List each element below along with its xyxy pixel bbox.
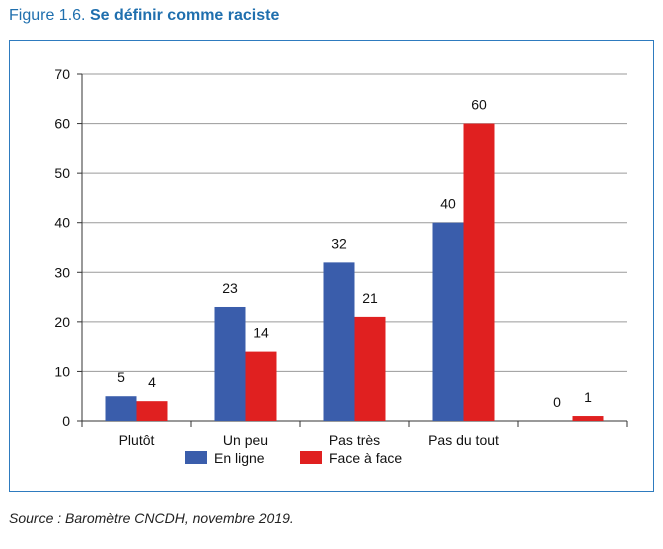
legend-swatch	[185, 451, 207, 464]
data-label: 5	[117, 369, 125, 385]
data-label: 23	[222, 280, 238, 296]
bar-face-a-face	[354, 316, 386, 421]
legend-label: Face à face	[329, 450, 402, 466]
bar-en-ligne	[105, 396, 137, 421]
category-label: Plutôt	[119, 432, 155, 448]
bar-en-ligne	[432, 222, 464, 421]
data-label: 40	[440, 196, 456, 212]
figure-number: Figure 1.6.	[9, 7, 86, 24]
data-label: 14	[253, 325, 269, 341]
data-label: 21	[362, 290, 378, 306]
bar-face-a-face	[245, 351, 277, 421]
data-label: 60	[471, 97, 487, 113]
data-label: 1	[584, 389, 592, 405]
legend-swatch	[300, 451, 322, 464]
data-label: 32	[331, 235, 347, 251]
category-label: Un peu	[223, 432, 268, 448]
y-tick-label: 30	[54, 264, 70, 280]
bar-en-ligne	[323, 262, 355, 421]
category-label: Pas du tout	[428, 432, 499, 448]
bar-face-a-face	[572, 416, 604, 421]
y-tick-label: 0	[62, 413, 70, 429]
bar-face-a-face	[136, 401, 168, 421]
chart-frame: 0 10 20 30 40 50 60 70 5 4 Plutôt 23 14 Un peu 32 21 Pas…	[9, 40, 654, 492]
y-tick-label: 70	[54, 66, 70, 82]
y-tick-label: 20	[54, 314, 70, 330]
legend-label: En ligne	[214, 450, 265, 466]
bar-en-ligne	[214, 306, 246, 421]
y-tick-label: 60	[54, 116, 70, 132]
category-label: Pas très	[329, 432, 380, 448]
y-tick-label: 40	[54, 215, 70, 231]
source-note: Source : Baromètre CNCDH, novembre 2019.	[9, 510, 294, 526]
figure-title-text: Se définir comme raciste	[89, 7, 280, 24]
data-label: 0	[553, 394, 561, 410]
data-label: 4	[148, 374, 156, 390]
bar-face-a-face	[463, 123, 495, 422]
figure-title: Figure 1.6. Se définir comme raciste	[9, 7, 279, 25]
y-tick-label: 10	[54, 363, 70, 379]
y-tick-label: 50	[54, 165, 70, 181]
